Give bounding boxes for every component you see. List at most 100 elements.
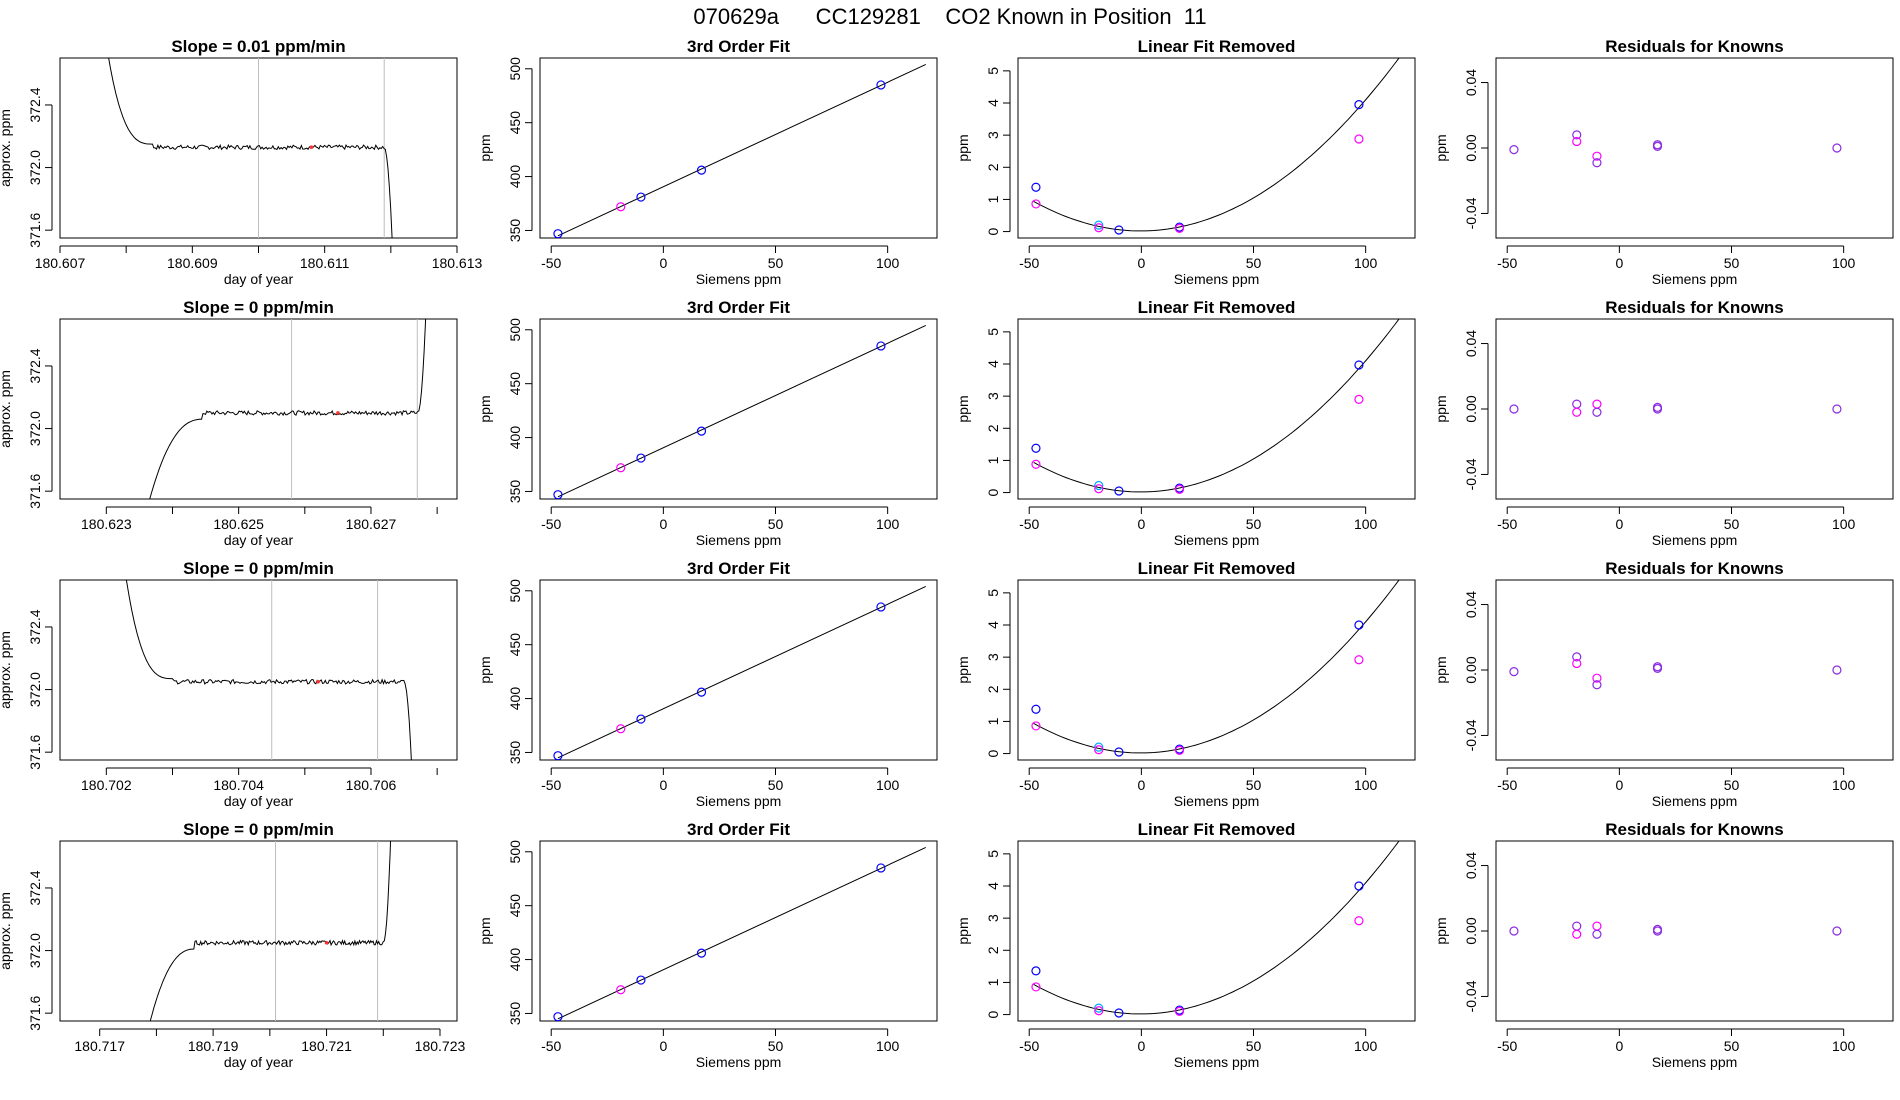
x-axis-label: day of year [224, 793, 294, 809]
x-tick-label: 180.609 [167, 255, 218, 271]
data-point [1094, 480, 1104, 491]
x-tick-label: -50 [1019, 516, 1039, 532]
plot-title: Residuals for Knowns [1605, 559, 1784, 578]
data-point [1354, 916, 1364, 926]
y-axis-label: ppm [1433, 134, 1449, 161]
plot-frame [539, 57, 938, 239]
data-point [616, 724, 626, 734]
plot-area [125, 580, 412, 760]
x-tick-label: 100 [876, 777, 900, 793]
subplot-2-0: Slope = 0 ppm/min 180.702 180.704 180.706 da… [0, 559, 458, 809]
data-point [1031, 721, 1041, 731]
data-point [876, 80, 886, 90]
plot-title: Linear Fit Removed [1138, 298, 1296, 317]
fit-line [557, 586, 926, 759]
x-tick-label: 0 [1137, 1038, 1145, 1054]
x-tick-label: 0 [1615, 516, 1623, 532]
x-axis-label: day of year [224, 532, 294, 548]
y-axis-label: ppm [955, 917, 971, 944]
data-point [1652, 140, 1663, 150]
y-tick-label: -0.04 [1463, 197, 1479, 229]
plot-frame [1017, 579, 1416, 761]
fit-line [557, 847, 926, 1020]
subplot-3-0: Slope = 0 ppm/min 180.717 180.719 180.721 18… [0, 820, 466, 1070]
y-tick-label: 500 [507, 840, 523, 864]
y-axis-label: ppm [1433, 395, 1449, 422]
data-point [1174, 1006, 1185, 1016]
plot-area [1031, 841, 1400, 1018]
y-axis-label: ppm [1433, 656, 1449, 683]
y-tick-label: 2 [985, 685, 1001, 693]
subplot-2-2: Linear Fit Removed -50 0 50 100 Siemens ppm 0 1… [955, 559, 1416, 809]
x-tick-label: 0 [1615, 1038, 1623, 1054]
data-point [553, 1012, 563, 1021]
y-tick-label: 400 [507, 687, 523, 711]
plot-area [1031, 319, 1400, 496]
plot-frame [539, 579, 938, 761]
y-tick-label: 0.00 [1463, 395, 1479, 422]
x-tick-label: 100 [1832, 255, 1856, 271]
data-point [1354, 394, 1364, 404]
marker-point [316, 679, 320, 684]
plot-area [553, 325, 926, 499]
data-point [1652, 663, 1663, 673]
y-axis-label: ppm [955, 134, 971, 161]
fit-curve [1033, 58, 1400, 232]
y-tick-label: 0.04 [1463, 330, 1479, 357]
x-tick-label: -50 [1019, 1038, 1039, 1054]
y-tick-label: 0 [985, 488, 1001, 496]
y-tick-label: -0.04 [1463, 719, 1479, 751]
data-point [1174, 223, 1185, 233]
plot-title: 3rd Order Fit [687, 820, 790, 839]
subplot-2-3: Residuals for Knowns -50 0 50 100 Siemens ppm… [1433, 559, 1894, 809]
data-point [1031, 443, 1041, 453]
plot-area [553, 847, 926, 1021]
x-tick-label: 100 [1354, 777, 1378, 793]
subplot-1-3: Residuals for Knowns -50 0 50 100 Siemens ppm… [1433, 298, 1894, 548]
data-point [1592, 151, 1602, 161]
x-tick-label: 180.627 [346, 516, 397, 532]
data-point [1572, 407, 1582, 417]
x-tick-label: -50 [1019, 777, 1039, 793]
x-tick-label: 100 [876, 516, 900, 532]
plot-area [553, 64, 926, 238]
y-tick-label: 450 [507, 111, 523, 135]
y-tick-label: 5 [985, 328, 1001, 336]
y-tick-label: 0.00 [1463, 917, 1479, 944]
subplot-3-2: Linear Fit Removed -50 0 50 100 Siemens ppm 0 1… [955, 820, 1416, 1070]
y-tick-label: 0.04 [1463, 852, 1479, 879]
marker-point [336, 411, 340, 415]
plot-title: 3rd Order Fit [687, 298, 790, 317]
y-tick-label: 4 [985, 360, 1001, 368]
x-tick-label: 180.721 [301, 1038, 352, 1054]
x-tick-label: 180.717 [74, 1038, 125, 1054]
y-tick-label: 372.4 [27, 348, 43, 383]
x-axis-label: Siemens ppm [696, 793, 782, 809]
x-axis-label: Siemens ppm [1174, 271, 1260, 287]
x-tick-label: 100 [1354, 255, 1378, 271]
plot-frame [539, 318, 938, 500]
x-tick-label: 0 [1137, 516, 1145, 532]
series-line [149, 319, 427, 499]
y-tick-label: 450 [507, 372, 523, 396]
fit-curve [1033, 580, 1400, 754]
data-point [636, 192, 646, 202]
data-point [636, 975, 646, 985]
x-tick-label: 180.613 [432, 255, 483, 271]
data-point [696, 165, 707, 175]
y-tick-label: 450 [507, 894, 523, 918]
data-point [1354, 881, 1364, 891]
y-tick-label: 3 [985, 131, 1001, 139]
x-tick-label: 180.723 [415, 1038, 466, 1054]
data-point [1832, 665, 1842, 675]
plot-area [108, 58, 393, 238]
y-axis-label: approx. ppm [0, 631, 13, 709]
x-tick-label: 180.611 [300, 255, 350, 271]
subplot-2-1: 3rd Order Fit -50 0 50 100 Siemens ppm 350 400 4… [477, 559, 938, 809]
y-tick-label: 500 [507, 318, 523, 342]
plot-title: 3rd Order Fit [687, 559, 790, 578]
x-tick-label: 100 [1354, 1038, 1378, 1054]
y-tick-label: -0.04 [1463, 458, 1479, 490]
plot-frame [1495, 840, 1894, 1022]
data-point [876, 863, 886, 873]
